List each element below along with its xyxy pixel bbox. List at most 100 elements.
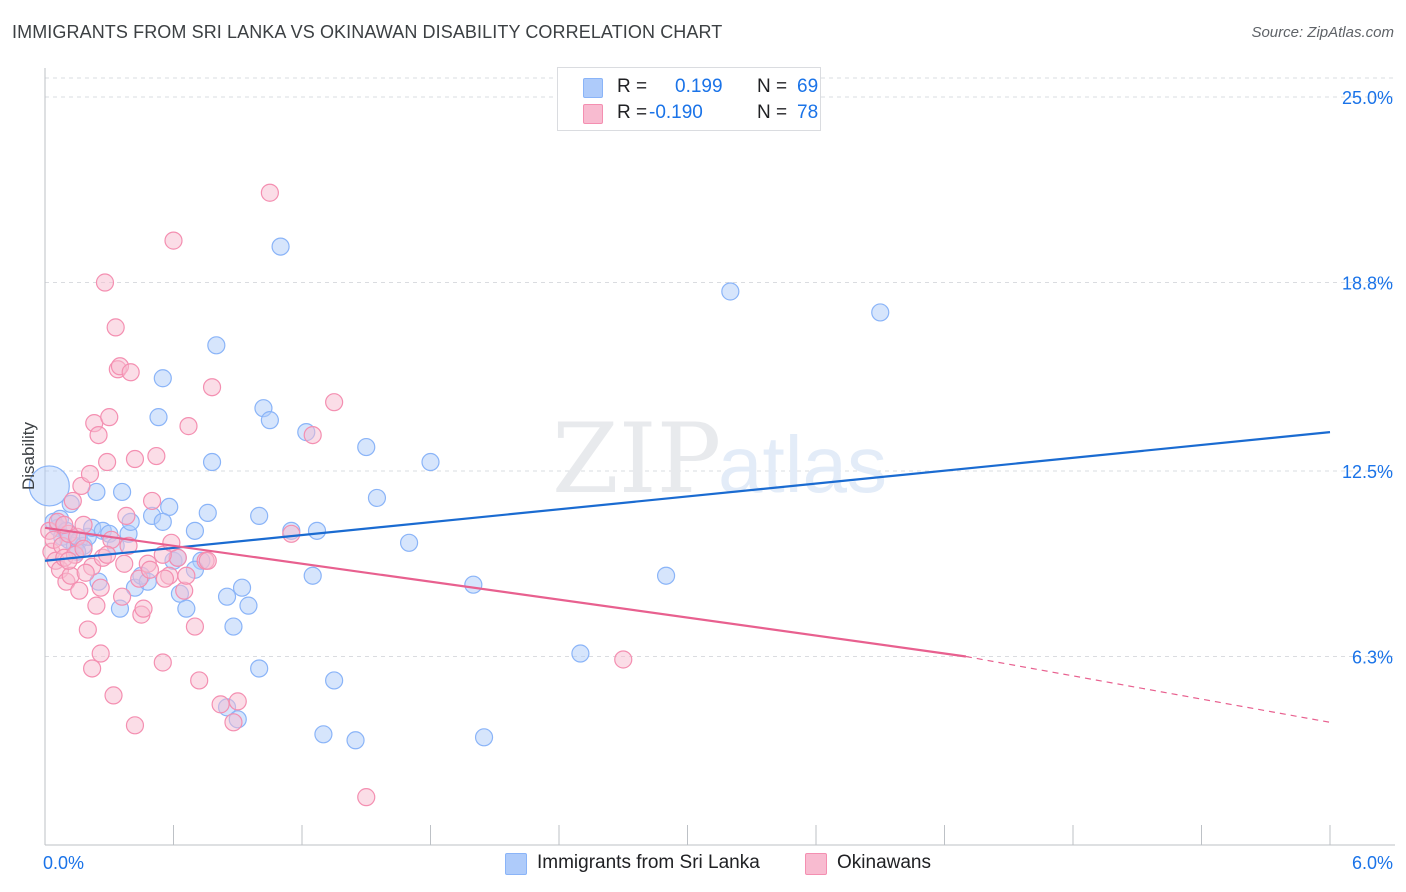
- sri-lanka-point: [202, 452, 222, 472]
- sri-lanka-point: [239, 596, 258, 615]
- okinawan-point: [80, 464, 100, 484]
- sri-lanka-point: [250, 659, 269, 678]
- sri-lanka-point: [198, 503, 217, 522]
- okinawan-point: [78, 620, 97, 639]
- legend-n-label: N =: [757, 76, 788, 97]
- x-tick-label: 0.0%: [43, 853, 84, 873]
- sri-lanka-point: [474, 728, 494, 747]
- legend-n-value: 78: [797, 102, 819, 123]
- okinawan-trend-extension: [965, 655, 1331, 723]
- okinawan-point: [87, 596, 106, 615]
- bottom-legend-label: Immigrants from Sri Lanka: [537, 852, 760, 873]
- sri-lanka-trend-line: [44, 431, 1331, 562]
- legend-n-label: N =: [757, 102, 788, 123]
- sri-lanka-point: [399, 533, 419, 552]
- okinawan-trend-line: [44, 526, 967, 658]
- sri-lanka-point: [160, 497, 179, 517]
- sri-lanka-point: [421, 452, 440, 472]
- y-tick-label: 18.8%: [1342, 274, 1393, 294]
- okinawan-point: [198, 551, 217, 570]
- chart-title: IMMIGRANTS FROM SRI LANKA VS OKINAWAN DI…: [12, 22, 723, 42]
- legend-r-value: 0.199: [675, 76, 723, 97]
- watermark-atlas: atlas: [718, 420, 887, 509]
- bottom-legend-swatch-pink: [805, 853, 827, 875]
- okinawan-point: [614, 650, 633, 669]
- sri-lanka-point: [464, 575, 483, 594]
- okinawan-point: [185, 617, 205, 636]
- okinawan-point: [119, 536, 138, 555]
- okinawan-point: [260, 183, 279, 202]
- legend-n-value: 69: [797, 76, 819, 97]
- sri-lanka-point: [149, 408, 168, 427]
- okinawan-point: [95, 273, 115, 292]
- okinawan-point: [63, 491, 82, 511]
- bottom-legend-swatch-blue: [505, 853, 527, 875]
- okinawan-point: [142, 491, 162, 511]
- okinawan-point: [83, 659, 102, 678]
- sri-lanka-point: [314, 725, 333, 744]
- watermark-zip: ZIP: [552, 403, 721, 515]
- okinawan-point: [303, 425, 322, 445]
- sri-lanka-point: [303, 566, 322, 585]
- okinawan-point: [134, 599, 153, 618]
- okinawan-point: [61, 566, 80, 585]
- sri-lanka-point: [250, 506, 269, 525]
- sri-lanka-point: [224, 617, 243, 636]
- sri-lanka-point: [367, 488, 387, 508]
- sri-lanka-point: [207, 336, 226, 355]
- okinawan-point: [179, 417, 198, 436]
- legend-r-label: R =: [617, 102, 648, 123]
- y-tick-label: 25.0%: [1342, 88, 1393, 108]
- legend-r-value: -0.190: [649, 102, 703, 123]
- okinawan-point: [117, 506, 136, 525]
- sri-lanka-point: [112, 482, 132, 502]
- y-tick-label: 6.3%: [1352, 648, 1393, 668]
- okinawan-point: [104, 686, 123, 705]
- okinawan-point: [228, 692, 247, 711]
- sri-lanka-point: [656, 566, 676, 585]
- okinawan-point: [357, 788, 376, 807]
- okinawan-point: [106, 318, 125, 337]
- okinawan-point: [202, 378, 222, 397]
- okinawan-point: [125, 449, 145, 469]
- okinawan-point: [153, 653, 172, 672]
- okinawan-point: [59, 551, 78, 570]
- sri-lanka-point: [325, 671, 344, 690]
- sri-lanka-point: [307, 521, 327, 540]
- okinawan-point: [224, 713, 243, 732]
- sri-lanka-point: [153, 512, 172, 531]
- y-axis-label: Disability: [19, 421, 38, 490]
- sri-lanka-point: [721, 282, 740, 301]
- okinawan-point: [102, 530, 121, 549]
- sri-lanka-point: [185, 521, 205, 540]
- okinawan-point: [211, 695, 230, 714]
- legend-swatch-pink: [583, 104, 603, 124]
- okinawan-point: [175, 581, 194, 600]
- sri-lanka-point: [271, 237, 290, 256]
- okinawan-point: [70, 581, 89, 600]
- sri-lanka-point: [232, 578, 252, 597]
- sri-lanka-point: [177, 599, 196, 618]
- x-tick-label: 6.0%: [1352, 853, 1393, 873]
- okinawan-point: [91, 644, 110, 663]
- stats-legend: R = 0.199 N = 69 R = -0.190 N = 78: [557, 67, 821, 131]
- okinawan-point: [125, 716, 145, 735]
- source-label: Source: ZipAtlas.com: [1251, 24, 1394, 41]
- okinawan-point: [91, 578, 110, 597]
- bottom-legend-label: Okinawans: [837, 852, 931, 873]
- okinawan-point: [155, 569, 175, 588]
- okinawan-point: [89, 425, 108, 445]
- okinawan-point: [98, 452, 117, 472]
- okinawan-point: [100, 408, 119, 427]
- y-tick-label: 12.5%: [1342, 462, 1393, 482]
- okinawan-point: [74, 515, 93, 534]
- sri-lanka-point: [260, 411, 279, 430]
- sri-lanka-point: [871, 303, 890, 322]
- okinawan-point: [140, 560, 160, 579]
- okinawan-point: [121, 363, 140, 382]
- okinawan-point: [282, 524, 301, 543]
- sri-lanka-point: [153, 369, 172, 388]
- okinawan-point: [190, 671, 209, 690]
- sri-lanka-point: [571, 644, 590, 663]
